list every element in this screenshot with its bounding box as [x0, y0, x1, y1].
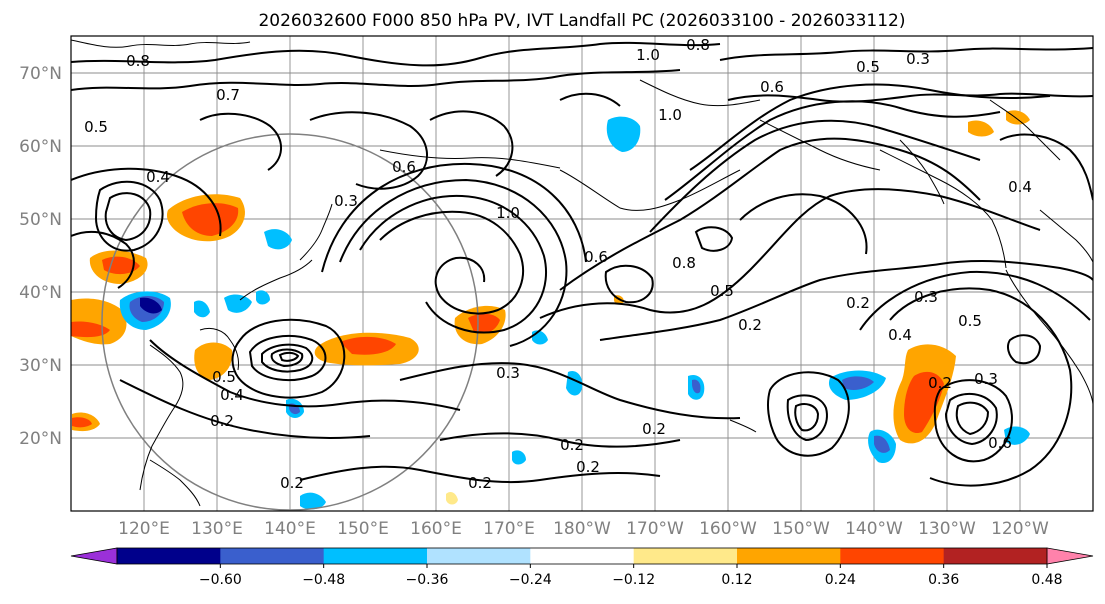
colorbar-tick-label: 0.36: [928, 572, 959, 588]
contour-label: 0.3: [906, 50, 930, 68]
colorbar-cell: [427, 548, 531, 564]
colorbar-tick-label: −0.36: [406, 572, 449, 588]
contour-label: 0.7: [216, 86, 240, 104]
contour-label: 0.6: [988, 434, 1012, 452]
lon-label: 180°W: [553, 519, 611, 539]
lon-label: 150°E: [337, 519, 389, 539]
colorbar-cell: [840, 548, 944, 564]
longitude-labels: 120°E 130°E 140°E 150°E 160°E 170°E 180°…: [118, 519, 1049, 539]
lon-label: 160°E: [410, 519, 462, 539]
contour-label: 0.4: [220, 386, 244, 404]
contour-label: 1.0: [636, 46, 660, 64]
contour-label: 0.6: [584, 248, 608, 266]
lon-label: 120°W: [991, 519, 1049, 539]
colorbar-cell: [737, 548, 841, 564]
colorbar-cell: [530, 548, 634, 564]
contour-label: 0.2: [738, 316, 762, 334]
contour-label: 0.8: [686, 36, 710, 54]
contour-label: 0.4: [146, 168, 170, 186]
colorbar-cell: [944, 548, 1048, 564]
lon-label: 130°E: [191, 519, 243, 539]
lon-label: 140°W: [845, 519, 903, 539]
colorbar-extend-low: [71, 548, 117, 564]
contour-label: 0.2: [560, 436, 584, 454]
contour-label: 0.2: [642, 420, 666, 438]
contour-label: 0.2: [210, 412, 234, 430]
lon-label: 150°W: [772, 519, 830, 539]
lon-label: 160°W: [699, 519, 757, 539]
colorbar-tick-label: 0.24: [825, 572, 856, 588]
lat-label: 60°N: [19, 137, 62, 157]
colorbar-tick-label: −0.60: [199, 572, 242, 588]
contour-label: 0.5: [856, 58, 880, 76]
lon-label: 140°E: [264, 519, 316, 539]
contour-label: 0.2: [576, 458, 600, 476]
contour-label: 0.6: [760, 78, 784, 96]
contour-label: 0.3: [334, 192, 358, 210]
contour-label: 0.5: [212, 368, 236, 386]
lat-label: 20°N: [19, 429, 62, 449]
contour-label: 0.3: [974, 370, 998, 388]
contour-label: 0.3: [496, 364, 520, 382]
contour-label: 0.2: [280, 474, 304, 492]
contour-label: 0.5: [84, 118, 108, 136]
lat-label: 50°N: [19, 210, 62, 230]
lon-label: 120°E: [118, 519, 170, 539]
lat-label: 40°N: [19, 283, 62, 303]
colorbar-tick-label: −0.12: [612, 572, 655, 588]
contour-label: 0.2: [846, 294, 870, 312]
contour-label: 0.4: [1008, 178, 1032, 196]
colorbar-tick-label: 0.48: [1031, 572, 1062, 588]
latitude-labels: 70°N 60°N 50°N 40°N 30°N 20°N: [19, 64, 62, 449]
contour-label: 0.8: [126, 52, 150, 70]
colorbar-cell: [220, 548, 324, 564]
colorbar: −0.60 −0.48 −0.36 −0.24 −0.12 0.12 0.24 0.36 0.4…: [71, 548, 1105, 588]
contour-label: 0.2: [468, 474, 492, 492]
colorbar-extend-high: [1047, 548, 1093, 564]
contour-label: 0.5: [958, 312, 982, 330]
lon-label: 130°W: [918, 519, 976, 539]
contour-label: 0.6: [392, 158, 416, 176]
contour-label: 1.0: [496, 204, 520, 222]
colorbar-tick-label: −0.24: [509, 572, 552, 588]
colorbar-ticks: −0.60 −0.48 −0.36 −0.24 −0.12 0.12 0.24 0.36 0.4…: [199, 564, 1105, 588]
lat-label: 70°N: [19, 64, 62, 84]
colorbar-cell: [324, 548, 428, 564]
lat-label: 30°N: [19, 356, 62, 376]
colorbar-cell: [117, 548, 221, 564]
contour-label: 0.3: [914, 288, 938, 306]
colorbar-tick-label: −0.48: [302, 572, 345, 588]
lon-label: 170°E: [483, 519, 535, 539]
contour-label: 0.5: [710, 282, 734, 300]
colorbar-cells: [71, 548, 1093, 564]
contour-label: 1.0: [658, 106, 682, 124]
colorbar-tick-label: 0.12: [721, 572, 752, 588]
contour-label: 0.2: [928, 374, 952, 392]
map-panel: 0.8 1.0 0.8 0.3 0.7 0.5 0.6 1.0 0.4 0.6 …: [71, 36, 1093, 511]
contour-label: 0.8: [672, 254, 696, 272]
lon-label: 170°W: [626, 519, 684, 539]
map-title: 2026032600 F000 850 hPa PV, IVT Landfall…: [258, 11, 905, 31]
colorbar-cell: [634, 548, 738, 564]
contour-label: 0.4: [888, 326, 912, 344]
